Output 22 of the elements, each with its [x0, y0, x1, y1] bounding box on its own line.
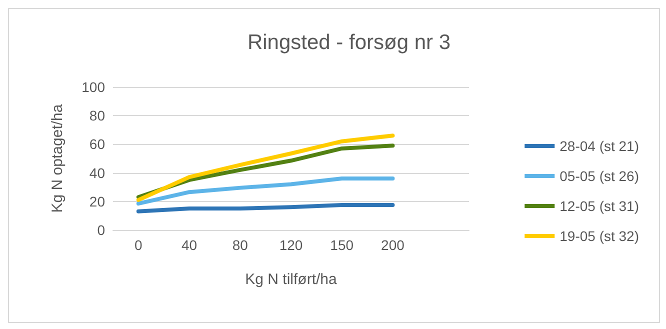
y-tick-label: 0 [97, 222, 106, 238]
y-tick-label: 40 [89, 164, 106, 181]
x-tick-label: 150 [330, 237, 354, 253]
chart-title: Ringsted - forsøg nr 3 [247, 31, 451, 54]
x-tick-label: 0 [134, 237, 143, 253]
y-tick-label: 80 [89, 108, 106, 124]
y-axis-title: Kg N optaget/ha [49, 104, 66, 213]
legend-label: 12-05 (st 31) [560, 198, 640, 214]
line-series [136, 134, 395, 202]
line-series [136, 176, 395, 206]
x-axis-title: Kg N tilført/ha [245, 271, 338, 288]
y-tick-label: 100 [82, 79, 106, 95]
legend-label: 19-05 (st 32) [560, 228, 640, 244]
x-tick-label: 200 [381, 237, 405, 253]
legend-label: 05-05 (st 26) [560, 168, 640, 184]
x-tick-label: 40 [181, 237, 198, 253]
legend-label: 28-04 (st 21) [560, 138, 640, 154]
line-series [136, 202, 395, 214]
y-tick-label: 20 [89, 193, 106, 210]
x-tick-label: 120 [279, 237, 303, 253]
y-tick-label: 60 [89, 136, 106, 152]
x-tick-label: 80 [232, 237, 248, 253]
